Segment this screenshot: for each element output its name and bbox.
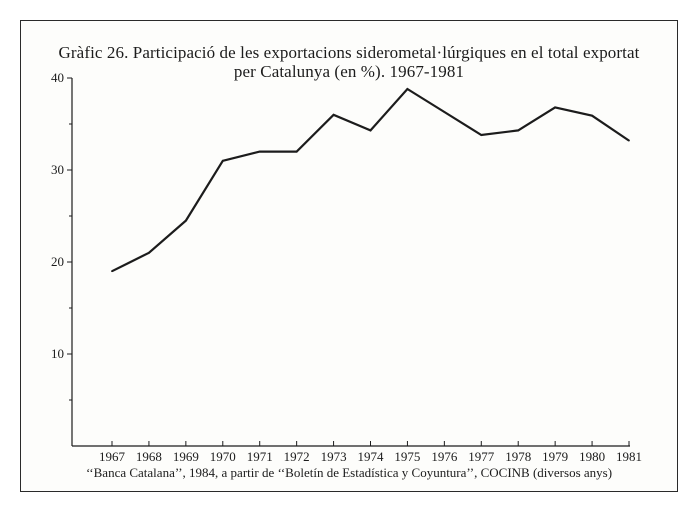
series-line xyxy=(111,87,630,273)
x-tick-label: 1981 xyxy=(616,449,642,464)
x-tick-label: 1970 xyxy=(210,449,236,464)
data-point xyxy=(295,150,298,153)
y-tick-label: 20 xyxy=(51,254,64,269)
data-point xyxy=(517,129,520,132)
x-tick-label: 1979 xyxy=(542,449,568,464)
y-tick-label: 10 xyxy=(51,346,64,361)
data-point xyxy=(111,270,113,273)
data-point xyxy=(184,219,187,222)
data-point xyxy=(332,113,335,116)
x-tick-label: 1973 xyxy=(321,449,347,464)
chart-title-block: Gràfic 26. Participació de les exportaci… xyxy=(20,43,678,81)
x-tick-label: 1980 xyxy=(579,449,605,464)
x-tick-label: 1974 xyxy=(358,449,385,464)
x-tick-label: 1971 xyxy=(247,449,273,464)
chart-title: Gràfic 26. Participació de les exportaci… xyxy=(58,43,640,62)
data-point xyxy=(628,139,630,142)
data-point xyxy=(221,159,224,162)
x-tick-label: 1967 xyxy=(99,449,126,464)
x-tick-label: 1976 xyxy=(431,449,458,464)
x-tick-label: 1972 xyxy=(284,449,310,464)
data-point xyxy=(480,134,483,136)
data-point xyxy=(591,114,593,117)
data-point xyxy=(406,88,409,90)
y-tick-label: 40 xyxy=(51,70,64,85)
data-point xyxy=(148,251,150,254)
chart-frame xyxy=(20,20,678,492)
data-point xyxy=(554,106,557,109)
x-tick-label: 1969 xyxy=(173,449,199,464)
y-tick-label: 30 xyxy=(51,162,64,177)
x-tick-label: 1978 xyxy=(505,449,531,464)
x-tick-label: 1975 xyxy=(394,449,420,464)
data-point xyxy=(443,111,446,113)
data-point xyxy=(258,150,261,153)
chart-source: ‘‘Banca Catalana’’, 1984, a partir de ‘‘… xyxy=(85,465,613,480)
x-tick-label: 1968 xyxy=(136,449,162,464)
chart-subtitle: per Catalunya (en %). 1967-1981 xyxy=(233,62,465,81)
x-tick-label: 1977 xyxy=(468,449,495,464)
data-point xyxy=(369,129,372,132)
